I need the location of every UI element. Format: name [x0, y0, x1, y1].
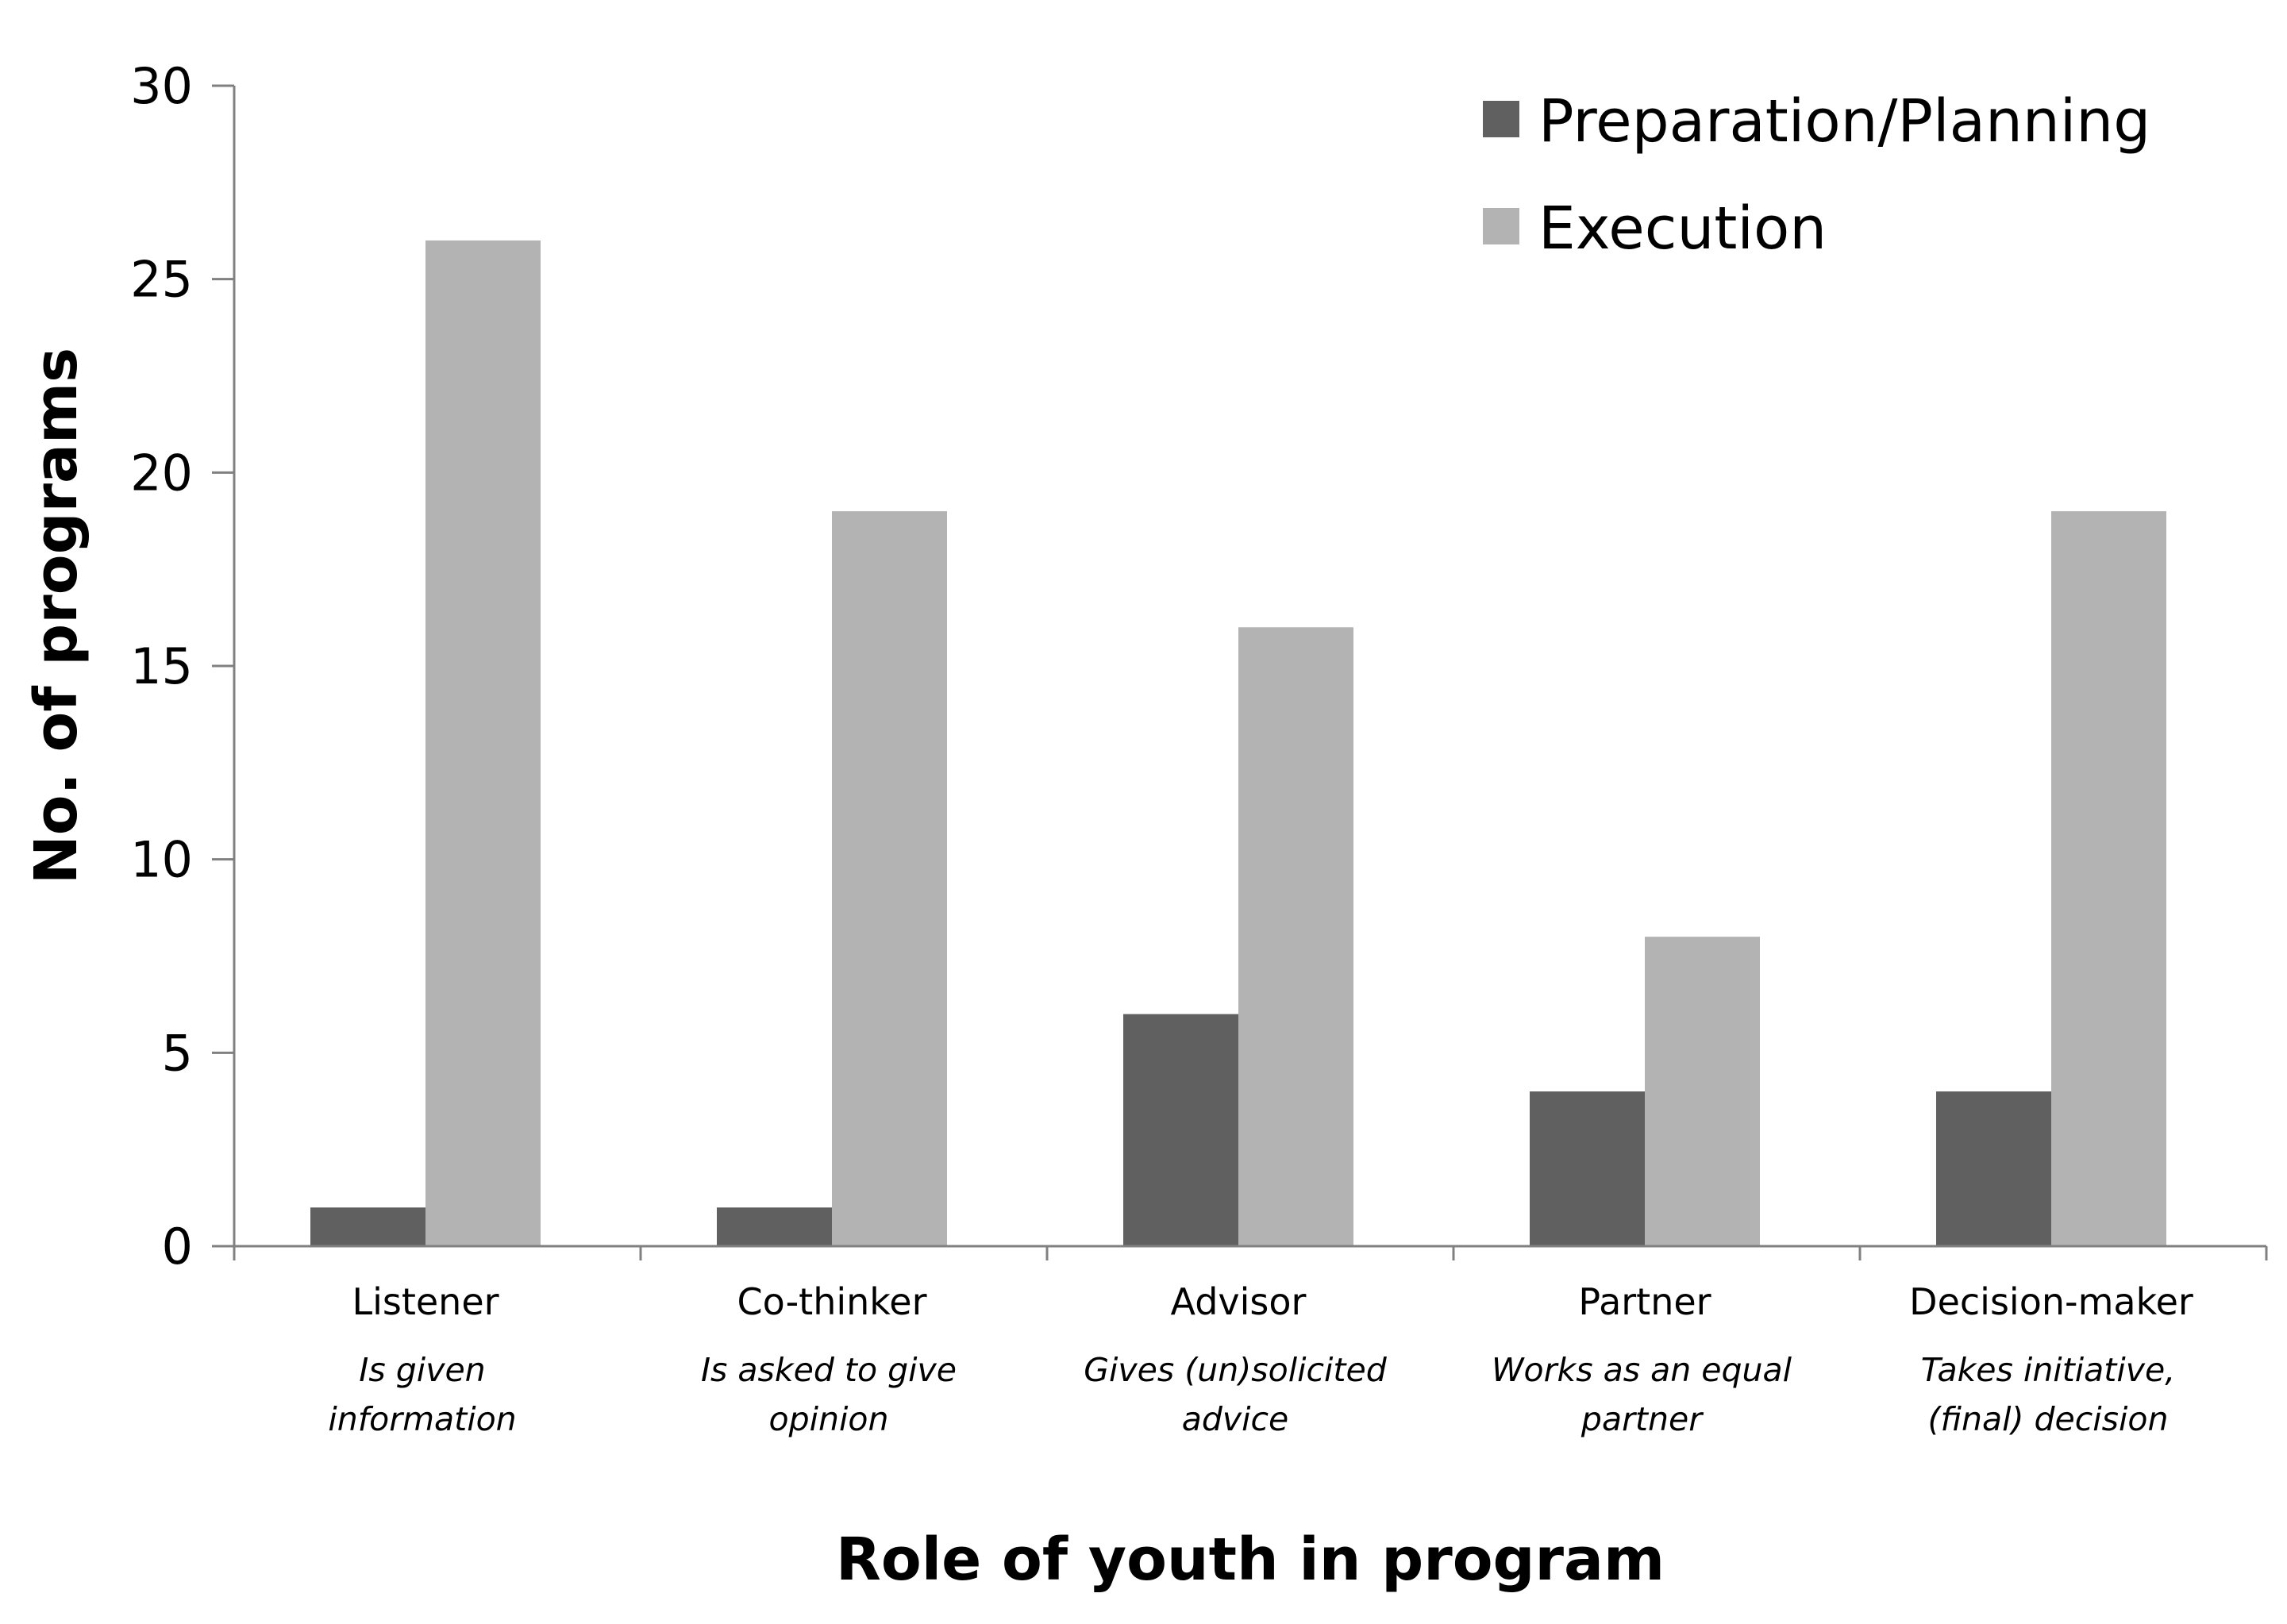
- x-category-labels: Listener Is given information Co-thinker Is …: [328, 1280, 2193, 1438]
- x-category-label: Decision-maker: [1909, 1280, 2193, 1323]
- bar-preparation-planning-partner: [1530, 1091, 1645, 1246]
- y-tick-label: 5: [162, 1024, 193, 1082]
- legend-label-preparation: Preparation/Planning: [1538, 87, 2150, 156]
- legend-swatch-execution: [1483, 208, 1519, 244]
- y-tick-label: 15: [130, 637, 193, 695]
- x-category-description: Works as an equal: [1492, 1351, 1792, 1389]
- bar-execution-listener: [425, 240, 541, 1246]
- x-category-label: Partner: [1578, 1280, 1711, 1323]
- x-category-description: Is asked to give: [701, 1351, 957, 1389]
- bar-preparation-planning-co-thinker: [717, 1207, 832, 1246]
- legend: Preparation/Planning Execution: [1483, 87, 2150, 263]
- x-category-description: advice: [1182, 1400, 1289, 1438]
- x-category-description: (final) decision: [1927, 1400, 2168, 1438]
- bar-preparation-planning-listener: [310, 1207, 425, 1246]
- x-category-description: opinion: [769, 1400, 889, 1438]
- bar-preparation-planning-advisor: [1123, 1014, 1238, 1246]
- plot-bars: [310, 240, 2166, 1246]
- x-category-label: Listener: [352, 1280, 499, 1323]
- bar-execution-co-thinker: [832, 511, 947, 1246]
- x-category-description: information: [328, 1400, 516, 1438]
- x-category-label: Co-thinker: [737, 1280, 926, 1323]
- y-tick-label: 0: [162, 1218, 193, 1276]
- bar-execution-advisor: [1238, 627, 1353, 1246]
- bar-execution-partner: [1645, 937, 1760, 1246]
- y-tick-label: 25: [130, 251, 193, 309]
- bar-preparation-planning-decision-maker: [1936, 1091, 2051, 1246]
- legend-label-execution: Execution: [1538, 194, 1827, 263]
- x-category-description: partner: [1580, 1400, 1704, 1438]
- x-category-description: Takes initiative,: [1921, 1351, 2176, 1389]
- x-category-description: Is given: [359, 1351, 485, 1389]
- bar-execution-decision-maker: [2051, 511, 2166, 1246]
- x-category-description: Gives (un)solicited: [1084, 1351, 1387, 1389]
- y-ticks: 0 5 10 15 20 25 30: [130, 57, 234, 1276]
- y-tick-label: 10: [130, 831, 193, 889]
- legend-swatch-preparation: [1483, 101, 1519, 137]
- y-tick-label: 20: [130, 444, 193, 502]
- x-axis-title: Role of youth in program: [836, 1526, 1665, 1594]
- y-tick-label: 30: [130, 57, 193, 115]
- y-axis-title: No. of programs: [22, 348, 90, 884]
- x-category-label: Advisor: [1171, 1280, 1307, 1323]
- x-ticks: [233, 1246, 2268, 1260]
